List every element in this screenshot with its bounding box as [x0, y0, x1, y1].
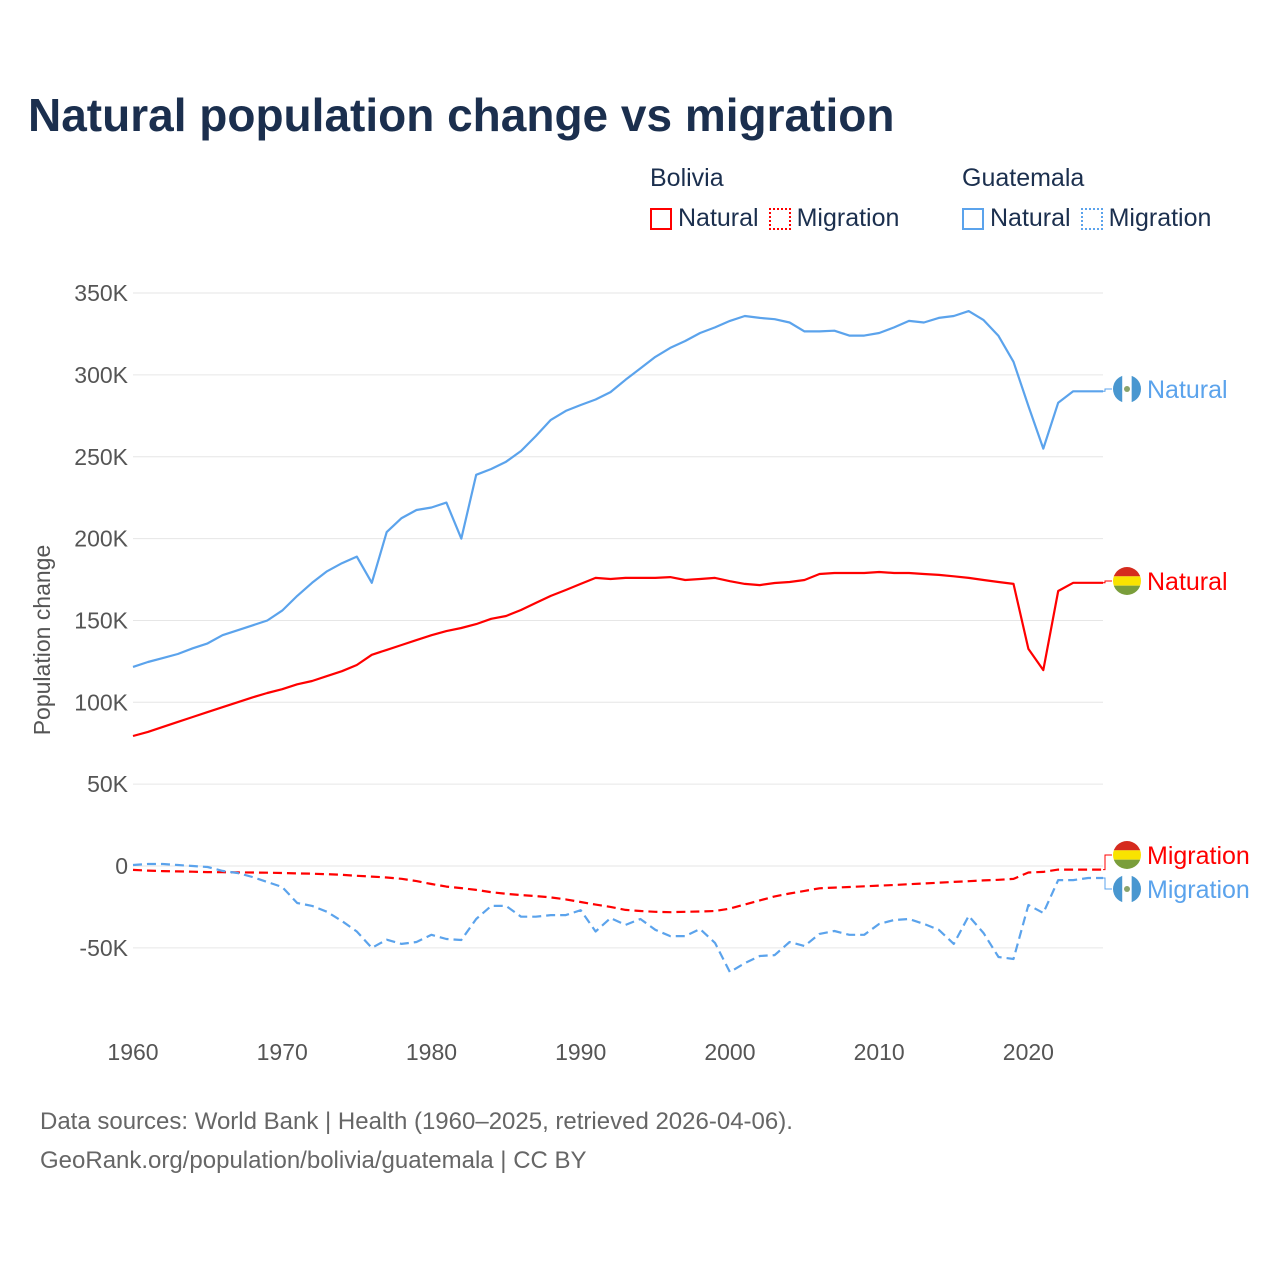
chart-title: Natural population change vs migration [28, 89, 895, 141]
x-tick-label: 2020 [1003, 1039, 1054, 1065]
dotted-swatch-icon [1080, 207, 1103, 230]
y-tick-label: 0 [115, 853, 128, 879]
legend-item-guatemala-natural[interactable]: Natural [962, 204, 1071, 233]
legend-label: Migration [796, 204, 900, 232]
x-tick-label: 2010 [854, 1039, 905, 1065]
series-end-label: Migration [1147, 842, 1250, 870]
legend-label: Migration [1108, 204, 1212, 232]
x-tick-label: 1970 [257, 1039, 308, 1065]
x-tick-label: 1980 [406, 1039, 457, 1065]
y-tick-label: 150K [74, 607, 128, 633]
label-connector [1103, 877, 1112, 890]
footer-sources: Data sources: World Bank | Health (1960–… [40, 1108, 793, 1135]
label-connector [1103, 580, 1112, 584]
legend-item-bolivia-natural[interactable]: Natural [650, 204, 759, 233]
y-axis-label: Population change [29, 545, 55, 736]
guatemala-flag-icon [1113, 875, 1141, 903]
series-line-bolivia-migration [132, 868, 1103, 914]
series-end-label: Migration [1147, 876, 1250, 904]
x-tick-label: 1990 [555, 1039, 606, 1065]
dotted-swatch-icon [768, 207, 791, 230]
x-tick-label: 2000 [704, 1039, 755, 1065]
series-line-guatemala-migration [132, 862, 1103, 974]
solid-swatch-icon [962, 207, 984, 230]
legend-item-guatemala-migration[interactable]: Migration [1080, 204, 1212, 233]
series-end-label: Natural [1147, 568, 1228, 596]
footer-attribution: GeoRank.org/population/bolivia/guatemala… [40, 1147, 587, 1174]
label-connector [1103, 388, 1112, 392]
series-line-guatemala-natural [132, 310, 1103, 668]
solid-swatch-icon [650, 207, 672, 230]
y-tick-label: 50K [87, 771, 129, 797]
y-tick-label: -50K [79, 935, 128, 961]
label-connector [1103, 854, 1112, 871]
guatemala-flag-icon [1113, 375, 1141, 403]
legend-guatemala-items: Natural Migration [962, 204, 1211, 233]
legend-group-guatemala: Guatemala [962, 164, 1085, 192]
y-tick-label: 100K [74, 689, 128, 715]
series-end-label: Natural [1147, 376, 1228, 404]
bolivia-flag-icon [1113, 567, 1141, 595]
y-tick-label: 200K [74, 526, 128, 552]
x-tick-label: 1960 [107, 1039, 158, 1065]
legend-label: Natural [678, 204, 759, 232]
legend-bolivia-items: Natural Migration [650, 204, 899, 233]
legend-group-bolivia: Bolivia [650, 164, 724, 192]
y-tick-label: 300K [74, 362, 128, 388]
legend-item-bolivia-migration[interactable]: Migration [768, 204, 900, 233]
y-tick-label: 350K [74, 280, 128, 306]
series-line-bolivia-natural [132, 570, 1103, 738]
bolivia-flag-icon [1113, 841, 1141, 869]
legend-label: Natural [990, 204, 1071, 232]
y-tick-label: 250K [74, 444, 128, 470]
